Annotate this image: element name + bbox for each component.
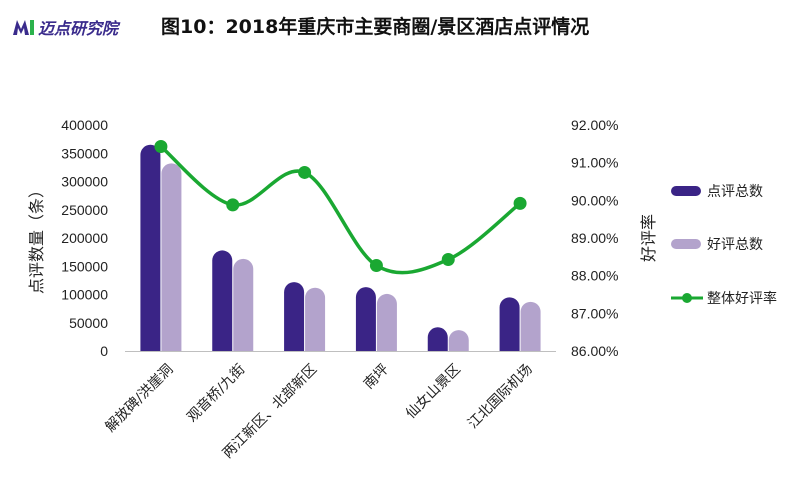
logo-text: 迈点研究院 [38, 19, 119, 38]
good-rate-point [513, 196, 527, 210]
logo: 迈点研究院 [12, 14, 118, 40]
y-right-tick-label: 92.00% [571, 117, 618, 133]
y-right-tick-label: 90.00% [571, 192, 618, 208]
bar-good-reviews [161, 163, 182, 351]
legend-swatch [671, 186, 701, 196]
category-label: 南坪 [361, 361, 392, 392]
y-tick-label: 250000 [61, 202, 108, 218]
bar-total-reviews [427, 327, 448, 351]
y-tick-label: 350000 [61, 145, 108, 161]
bar-good-reviews [233, 258, 254, 351]
good-rate-point [154, 139, 168, 153]
y-right-tick-label: 86.00% [571, 343, 618, 359]
maidian-logo-icon [13, 20, 34, 35]
legend-swatch [671, 239, 701, 249]
y-right-tick-label: 87.00% [571, 305, 618, 321]
bar-good-reviews [448, 330, 469, 351]
bar-total-reviews [499, 297, 520, 351]
legend-label: 整体好评率 [707, 290, 777, 307]
good-rate-point [369, 258, 383, 272]
bar-total-reviews [355, 287, 376, 351]
category-label: 江北国际机场 [465, 361, 536, 432]
category-label: 仙女山景区 [402, 361, 464, 423]
category-label: 观音桥/九街 [184, 361, 249, 426]
y-right-tick-label: 91.00% [571, 155, 618, 171]
good-rate-point [441, 252, 455, 266]
good-rate-point [298, 165, 312, 179]
y-right-tick-label: 89.00% [571, 230, 618, 246]
y-axis-right-title: 好评率 [639, 214, 658, 262]
bar-series [140, 144, 541, 351]
y-axis-title: 点评数量（条） [27, 182, 46, 294]
bar-good-reviews [305, 287, 326, 351]
bar-total-reviews [284, 282, 305, 351]
legend-label: 点评总数 [707, 184, 763, 200]
bar-good-reviews [376, 293, 397, 351]
right-axis: 86.00% 87.00% 88.00% 89.00% 90.00% 91.00% 92.0… [571, 117, 618, 359]
y-tick-label: 100000 [61, 287, 108, 303]
y-tick-label: 200000 [61, 230, 108, 246]
y-tick-label: 300000 [61, 174, 108, 190]
legend-label: 好评总数 [707, 237, 763, 253]
y-tick-label: 150000 [61, 258, 108, 274]
good-rate-point [226, 198, 240, 212]
left-axis: 0 50000 100000 150000 200000 250000 300000 3500… [61, 117, 556, 359]
chart-title: 图10：2018年重庆市主要商圈/景区酒店点评情况 [161, 16, 590, 38]
bar-total-reviews [212, 250, 233, 351]
bar-good-reviews [520, 301, 541, 351]
y-tick-label: 0 [100, 343, 108, 359]
category-label: 解放碑/洪崖洞 [102, 361, 176, 435]
y-tick-label: 50000 [69, 315, 108, 331]
y-tick-label: 400000 [61, 117, 108, 133]
bar-total-reviews [140, 144, 161, 351]
legend-marker [682, 293, 692, 303]
y-right-tick-label: 88.00% [571, 268, 618, 284]
line-series [154, 139, 527, 275]
